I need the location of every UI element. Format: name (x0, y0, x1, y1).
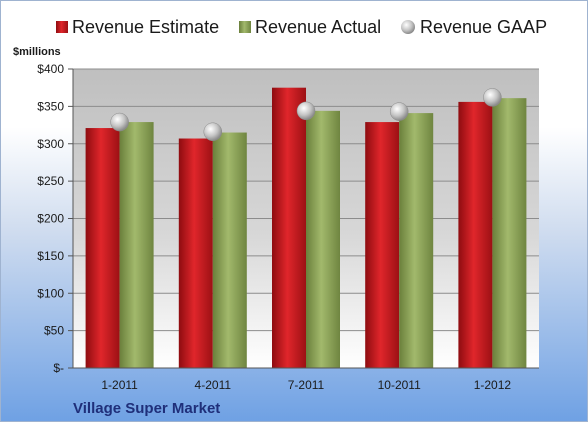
y-axis: $- $50 $100 $150 $200 $250 $300 $350 $400 (37, 62, 74, 375)
marker-revenue-gaap (483, 88, 502, 107)
x-axis: 1-2011 4-2011 7-2011 10-2011 1-2012 (73, 367, 539, 392)
bar-revenue-actual (212, 132, 247, 368)
bar-revenue-actual (306, 110, 340, 369)
legend-label-estimate: Revenue Estimate (72, 17, 219, 37)
gaap-markers (110, 88, 502, 142)
bar-revenue-actual (492, 98, 527, 368)
legend-marker-gaap (401, 20, 415, 34)
legend-swatch-actual (239, 21, 251, 33)
legend-swatch-estimate (56, 21, 68, 33)
x-tick-label: 1-2012 (474, 378, 512, 392)
marker-revenue-gaap (110, 112, 129, 132)
bars (85, 87, 527, 369)
y-tick-label: $50 (44, 324, 64, 338)
bar-revenue-estimate (458, 101, 493, 368)
y-tick-label: $- (53, 361, 64, 375)
marker-revenue-gaap (389, 102, 409, 121)
bar-revenue-estimate (272, 87, 306, 368)
bar-revenue-estimate (178, 138, 213, 368)
bar-revenue-estimate (365, 122, 400, 368)
bar-revenue-actual (399, 113, 434, 368)
unit-label: $millions (13, 46, 61, 58)
y-tick-label: $200 (37, 212, 64, 226)
legend-label-gaap: Revenue GAAP (420, 17, 547, 37)
x-tick-label: 7-2011 (288, 378, 325, 392)
y-tick-label: $350 (37, 99, 64, 113)
y-tick-label: $250 (37, 174, 64, 188)
x-tick-label: 10-2011 (378, 378, 421, 392)
x-tick-label: 4-2011 (195, 378, 232, 392)
bar-revenue-actual (119, 122, 154, 368)
y-tick-label: $300 (37, 137, 64, 151)
company-name: Village Super Market (73, 400, 220, 417)
legend: Revenue Estimate Revenue Actual Revenue … (56, 17, 547, 37)
marker-revenue-gaap (203, 122, 223, 142)
legend-label-actual: Revenue Actual (255, 17, 381, 37)
y-tick-label: $100 (37, 286, 64, 300)
y-tick-label: $400 (37, 62, 64, 76)
marker-revenue-gaap (296, 101, 316, 121)
bar-revenue-estimate (85, 128, 120, 368)
y-tick-label: $150 (37, 249, 64, 263)
x-tick-label: 1-2011 (101, 378, 138, 392)
